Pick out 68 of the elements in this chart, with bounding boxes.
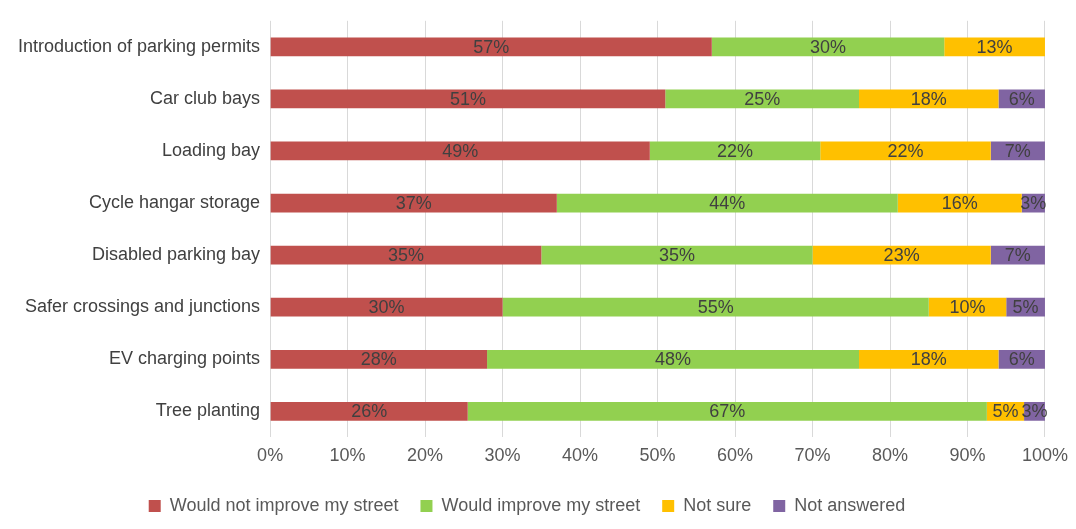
x-tick-label: 90% xyxy=(949,445,986,466)
x-tick-label: 20% xyxy=(407,445,444,466)
data-label: 22% xyxy=(717,140,754,161)
data-label: 13% xyxy=(976,36,1013,57)
data-label: 37% xyxy=(395,193,432,214)
bar xyxy=(541,245,813,265)
data-label: 6% xyxy=(1008,88,1035,109)
legend-label: Would not improve my street xyxy=(169,494,399,515)
bar xyxy=(270,349,488,369)
data-label: 48% xyxy=(655,349,692,370)
data-label: 5% xyxy=(1012,297,1039,318)
bar xyxy=(270,193,557,213)
y-tick-label: Tree planting xyxy=(155,400,261,421)
y-tick-label: Disabled parking bay xyxy=(92,244,261,265)
bar xyxy=(270,141,650,161)
bar xyxy=(502,297,929,317)
data-label: 44% xyxy=(709,193,746,214)
y-tick-label: EV charging points xyxy=(109,348,261,369)
x-tick-label: 0% xyxy=(257,445,284,466)
data-label: 7% xyxy=(1004,140,1031,161)
bar xyxy=(859,349,999,369)
x-tick-label: 70% xyxy=(794,445,831,466)
data-label: 5% xyxy=(992,401,1019,422)
bar xyxy=(812,245,991,265)
data-label: 16% xyxy=(941,193,978,214)
legend-label: Not answered xyxy=(794,494,906,515)
bar xyxy=(711,37,945,57)
y-tick-label: Loading bay xyxy=(162,139,261,160)
bar xyxy=(467,401,987,421)
bar xyxy=(270,245,542,265)
data-label: 35% xyxy=(658,245,695,266)
y-tick-label: Cycle hangar storage xyxy=(89,192,261,213)
data-label: 51% xyxy=(449,88,486,109)
bar xyxy=(270,401,468,421)
y-tick-label: Introduction of parking permits xyxy=(18,35,261,56)
data-label: 55% xyxy=(697,297,734,318)
y-tick-label: Car club bays xyxy=(150,87,261,108)
y-tick-label: Safer crossings and junctions xyxy=(25,296,261,317)
legend-label: Not sure xyxy=(683,494,752,515)
data-label: 30% xyxy=(368,297,405,318)
legend-label: Would improve my street xyxy=(441,494,641,515)
data-label: 22% xyxy=(887,140,924,161)
bar xyxy=(270,37,712,57)
x-tick-label: 60% xyxy=(717,445,754,466)
data-label: 18% xyxy=(910,349,947,370)
x-tick-label: 10% xyxy=(329,445,366,466)
data-label: 28% xyxy=(360,349,397,370)
data-label: 57% xyxy=(473,36,510,57)
data-label: 25% xyxy=(744,88,781,109)
data-label: 67% xyxy=(709,401,746,422)
data-label: 7% xyxy=(1004,245,1031,266)
x-tick-label: 100% xyxy=(1021,445,1068,466)
bar xyxy=(270,297,503,317)
data-label: 49% xyxy=(442,140,479,161)
x-tick-label: 30% xyxy=(484,445,521,466)
data-label: 30% xyxy=(810,36,847,57)
data-label: 23% xyxy=(883,245,920,266)
x-tick-label: 50% xyxy=(639,445,676,466)
x-tick-label: 40% xyxy=(562,445,599,466)
data-label: 26% xyxy=(351,401,388,422)
bar xyxy=(487,349,860,369)
bar xyxy=(556,193,898,213)
data-label: 18% xyxy=(910,88,947,109)
data-label: 35% xyxy=(387,245,424,266)
data-label: 6% xyxy=(1008,349,1035,370)
x-tick-label: 80% xyxy=(871,445,909,466)
data-label: 10% xyxy=(949,297,986,318)
bar xyxy=(270,89,666,109)
